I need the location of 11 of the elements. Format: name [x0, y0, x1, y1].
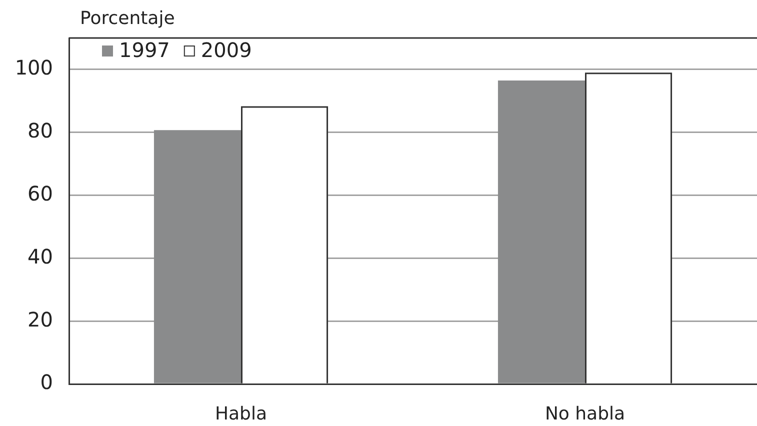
y-axis-title: Porcentaje: [80, 8, 175, 29]
y-tick-label: 20: [28, 307, 53, 332]
y-tick-label: 100: [14, 56, 53, 80]
legend-label: 1997: [119, 38, 170, 62]
x-tick-label: Habla: [214, 403, 268, 424]
y-tick-label: 40: [28, 244, 53, 268]
y-tick-label: 80: [28, 118, 53, 143]
text: 2009: [200, 38, 252, 62]
y-tick-label: 0: [40, 370, 53, 394]
y-tick-label: 60: [28, 181, 53, 206]
x-tick-label: No habla: [544, 403, 626, 424]
